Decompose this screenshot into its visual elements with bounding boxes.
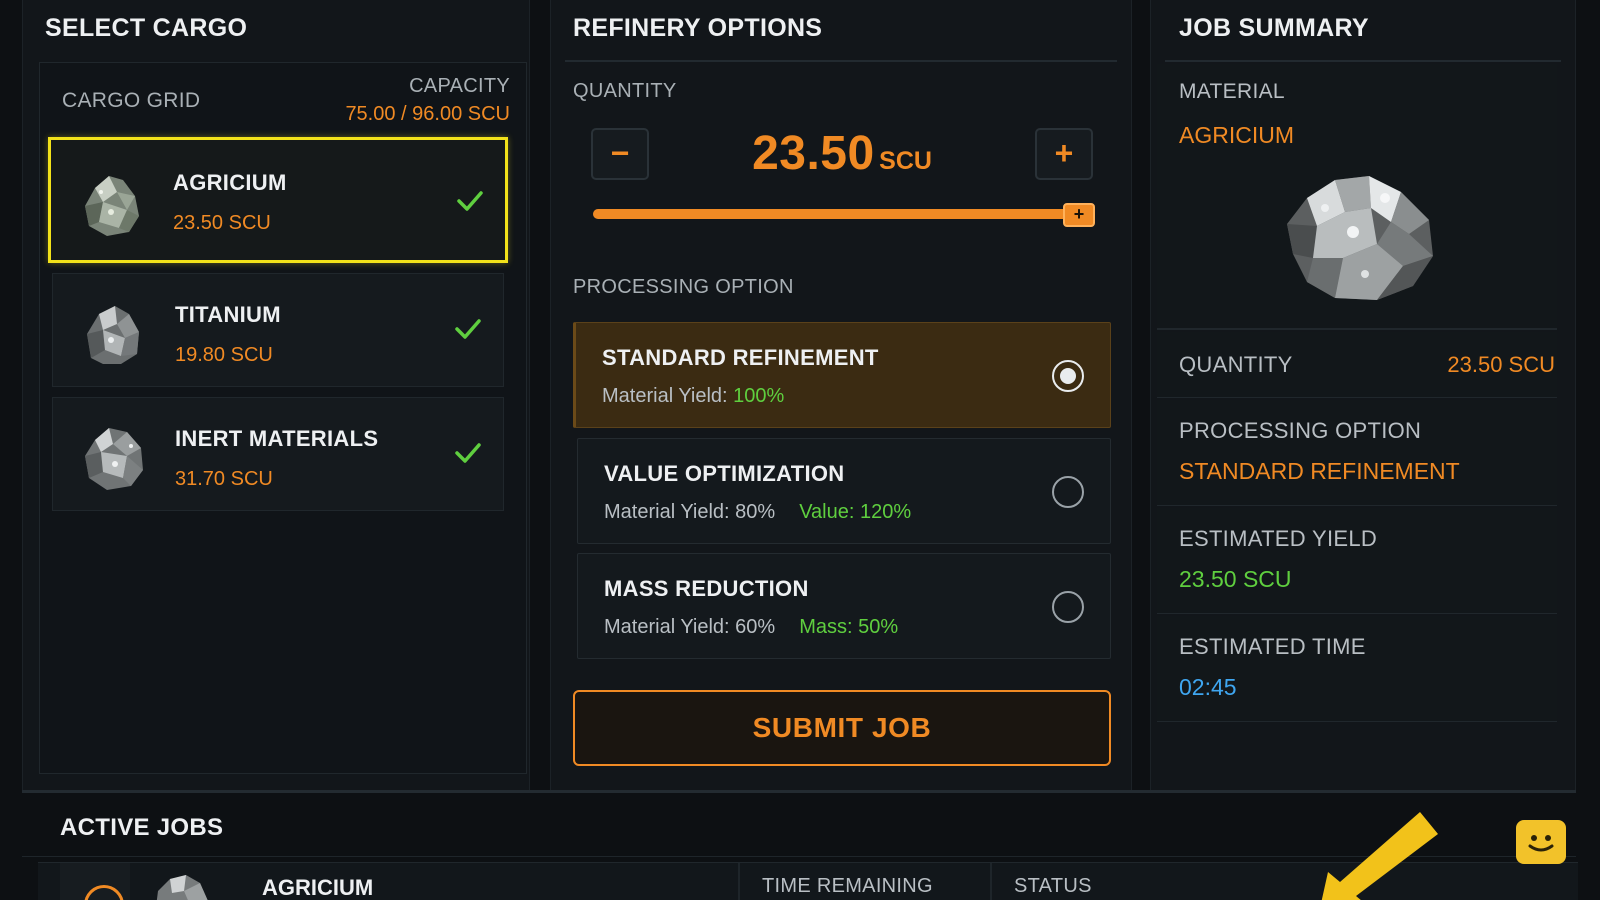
summary-quantity-label: QUANTITY	[1179, 352, 1293, 377]
option-value-optimization[interactable]: VALUE OPTIMIZATION Material Yield: 80% Va…	[577, 438, 1111, 544]
capacity-label: CAPACITY	[409, 75, 510, 97]
select-cargo-panel: SELECT CARGO CARGO GRID CAPACITY 75.00 /…	[22, 0, 530, 790]
ore-rock-icon	[85, 176, 139, 236]
refinery-options-panel: REFINERY OPTIONS QUANTITY − 23.50 SCU + …	[550, 0, 1132, 790]
summary-yield-row: ESTIMATED YIELD 23.50 SCU	[1157, 508, 1557, 614]
job-summary-title: JOB SUMMARY	[1179, 14, 1369, 42]
summary-processing-label: PROCESSING OPTION	[1179, 418, 1422, 443]
cargo-item-inert-materials[interactable]: INERT MATERIALS 31.70 SCU	[52, 397, 504, 511]
quantity-value: 23.50	[752, 127, 875, 180]
cargo-item-titanium[interactable]: TITANIUM 19.80 SCU	[52, 273, 504, 387]
pointer-arrow-icon	[1321, 812, 1438, 900]
option-name: MASS REDUCTION	[604, 576, 809, 601]
slider-handle[interactable]: +	[1063, 203, 1095, 227]
job-material-name: AGRICIUM	[262, 875, 374, 900]
summary-yield-value: 23.50 SCU	[1179, 566, 1292, 592]
radio-icon[interactable]	[1052, 360, 1084, 392]
option-standard-refinement[interactable]: STANDARD REFINEMENT Material Yield: 100%	[573, 322, 1111, 428]
submit-job-button[interactable]: SUBMIT JOB	[573, 690, 1111, 766]
status-label: STATUS	[1014, 875, 1092, 897]
cargo-item-agricium[interactable]: AGRICIUM 23.50 SCU	[48, 137, 508, 263]
option-extra: Mass: 50%	[799, 616, 899, 638]
divider	[990, 863, 992, 900]
yield-label: Material Yield:	[602, 385, 734, 407]
summary-quantity-value: 23.50 SCU	[1447, 352, 1555, 377]
chat-help-icon	[1528, 835, 1554, 852]
summary-processing-value: STANDARD REFINEMENT	[1179, 458, 1460, 484]
check-icon	[457, 191, 483, 211]
ore-rock-icon	[85, 428, 143, 490]
select-cargo-title: SELECT CARGO	[45, 14, 248, 42]
cargo-item-qty: 19.80 SCU	[175, 344, 273, 366]
check-icon	[455, 443, 481, 463]
ore-rock-icon	[156, 875, 208, 900]
cargo-item-name: INERT MATERIALS	[175, 426, 379, 451]
yield-value: 100%	[733, 385, 785, 407]
time-remaining-label: TIME REMAINING	[762, 875, 933, 897]
summary-processing-row: PROCESSING OPTION STANDARD REFINEMENT	[1157, 400, 1557, 506]
refinery-options-title: REFINERY OPTIONS	[573, 14, 823, 42]
active-jobs-title: ACTIVE JOBS	[60, 814, 224, 841]
option-name: VALUE OPTIMIZATION	[604, 461, 845, 486]
check-icon	[455, 319, 481, 339]
increase-quantity-button[interactable]: +	[1035, 128, 1093, 180]
option-yield: Material Yield: 80% Value: 120%	[604, 501, 911, 524]
option-mass-reduction[interactable]: MASS REDUCTION Material Yield: 60% Mass: …	[577, 553, 1111, 659]
job-status-icon-box	[60, 863, 130, 900]
divider	[738, 863, 740, 900]
divider	[22, 856, 1576, 857]
cargo-item-name: TITANIUM	[175, 302, 281, 327]
summary-time-label: ESTIMATED TIME	[1179, 634, 1366, 659]
chat-help-button[interactable]	[1516, 820, 1566, 864]
divider	[1165, 60, 1561, 62]
yield-label: Material Yield: 80%	[604, 501, 776, 523]
cargo-item-qty: 31.70 SCU	[175, 468, 273, 490]
summary-time-row: ESTIMATED TIME 02:45	[1157, 616, 1557, 722]
option-yield: Material Yield: 60% Mass: 50%	[604, 616, 898, 639]
option-name: STANDARD REFINEMENT	[602, 345, 879, 370]
progress-ring-icon	[84, 885, 124, 900]
summary-time-value: 02:45	[1179, 674, 1237, 700]
cargo-grid: CARGO GRID CAPACITY 75.00 / 96.00 SCU AG…	[39, 62, 527, 774]
option-yield: Material Yield: 100%	[602, 385, 784, 408]
summary-quantity-row: QUANTITY 23.50 SCU	[1157, 332, 1557, 398]
quantity-label: QUANTITY	[573, 80, 677, 102]
summary-material-block: MATERIAL AGRICIUM	[1157, 64, 1557, 330]
quantity-slider[interactable]: +	[593, 203, 1095, 227]
radio-icon[interactable]	[1052, 476, 1084, 508]
quantity-display: 23.50 SCU	[651, 126, 1033, 181]
option-extra: Value: 120%	[799, 501, 912, 523]
active-job-row[interactable]: AGRICIUM TIME REMAINING STATUS	[38, 862, 1578, 900]
ore-rock-icon	[87, 306, 139, 364]
summary-material-label: MATERIAL	[1179, 80, 1285, 103]
radio-icon[interactable]	[1052, 591, 1084, 623]
yield-label: Material Yield: 60%	[604, 616, 776, 638]
capacity-value: 75.00 / 96.00 SCU	[345, 103, 510, 125]
slider-fill	[593, 209, 1093, 219]
cargo-item-name: AGRICIUM	[173, 170, 287, 195]
processing-option-label: PROCESSING OPTION	[573, 276, 794, 298]
divider	[565, 60, 1117, 62]
cargo-item-qty: 23.50 SCU	[173, 212, 271, 234]
summary-yield-label: ESTIMATED YIELD	[1179, 526, 1378, 551]
ore-rock-icon	[1287, 176, 1433, 300]
divider	[22, 790, 1576, 793]
job-summary-panel: JOB SUMMARY MATERIAL AGRICIUM	[1150, 0, 1576, 790]
cargo-grid-label: CARGO GRID	[62, 89, 201, 112]
quantity-unit: SCU	[879, 147, 932, 175]
summary-material-value: AGRICIUM	[1179, 122, 1294, 148]
decrease-quantity-button[interactable]: −	[591, 128, 649, 180]
